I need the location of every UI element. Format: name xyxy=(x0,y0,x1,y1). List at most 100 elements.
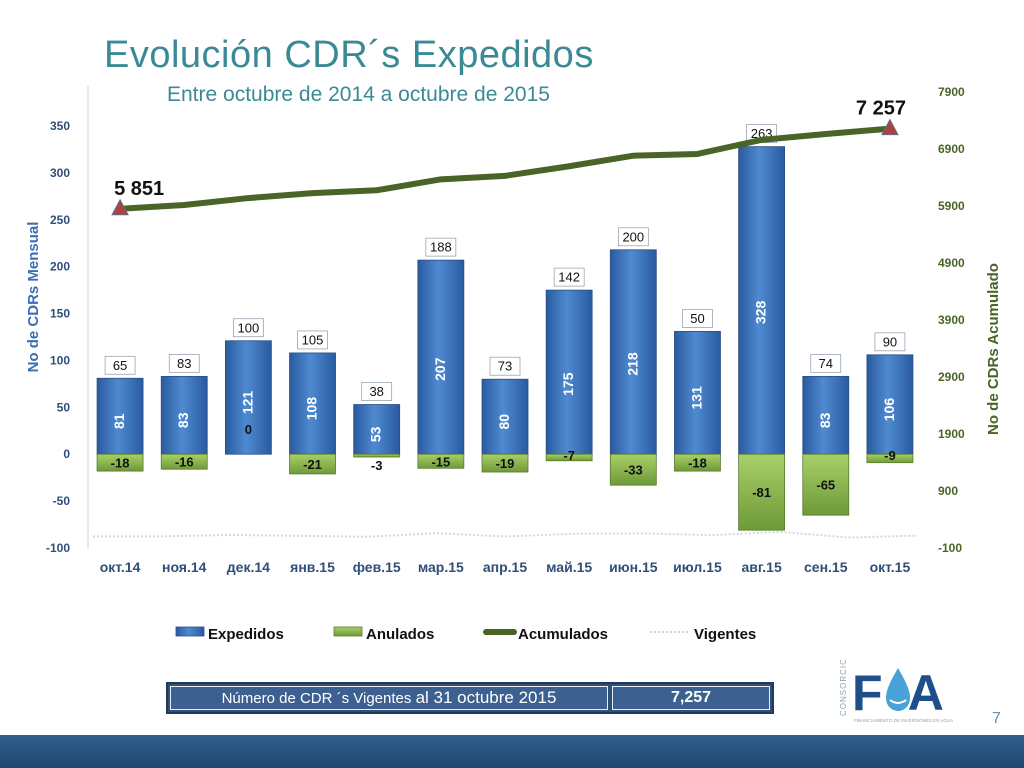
category-label: окт.14 xyxy=(100,559,141,575)
left-tick-label: 150 xyxy=(50,307,70,321)
vigentes-label-box xyxy=(553,267,585,287)
anulados-bar xyxy=(545,453,593,462)
vigentes-value-label: 105 xyxy=(302,332,324,347)
left-axis-title: No de CDRs Mensual xyxy=(25,222,42,373)
vigentes-value-label: 65 xyxy=(113,358,127,373)
anulados-bar xyxy=(289,453,336,475)
consorcio-fia-logo: CONSORCIO FA FINANCIAMIENTO DE INVERSION… xyxy=(839,660,953,723)
category-label: окт.15 xyxy=(870,559,911,575)
vigentes-label-box xyxy=(874,332,906,352)
legend-swatch-expedidos xyxy=(175,626,205,637)
left-tick-label: 250 xyxy=(50,213,70,227)
left-tick-label: 200 xyxy=(50,260,70,274)
expedidos-value-label: 175 xyxy=(560,372,576,396)
acumulados-end-callout: 7 257 xyxy=(856,98,906,120)
vigentes-label-box xyxy=(297,330,328,350)
vigentes-line xyxy=(92,530,918,539)
expedidos-value-label: 108 xyxy=(304,397,320,421)
vigentes-label-box xyxy=(617,227,649,247)
anulados-value-label: -7 xyxy=(563,448,575,463)
vigentes-label-box xyxy=(104,355,136,375)
vigentes-label-box xyxy=(233,318,264,338)
right-tick-label: 4900 xyxy=(938,256,965,270)
vigentes-value-label: 74 xyxy=(819,356,833,371)
expedidos-bar xyxy=(96,377,144,455)
expedidos-value-label: 131 xyxy=(688,386,704,410)
anulados-value-label: -9 xyxy=(884,448,896,463)
anulados-value-label: -81 xyxy=(752,485,771,500)
banner-label-part2: al 31 octubre 2015 xyxy=(415,688,557,707)
wave-icon xyxy=(889,699,907,704)
left-tick-label: -100 xyxy=(46,541,70,555)
expedidos-bar xyxy=(609,249,657,455)
legend-label-acumulados: Acumulados xyxy=(518,626,608,643)
expedidos-bar xyxy=(224,340,272,455)
right-tick-label: 1900 xyxy=(938,427,965,441)
acumulados-line xyxy=(117,125,893,212)
anulados-value-label: 0 xyxy=(245,422,252,437)
left-tick-label: 350 xyxy=(50,119,70,133)
expedidos-value-label: 106 xyxy=(881,398,897,422)
anulados-bar xyxy=(417,453,465,469)
banner-label-part1: Número de CDR ´s Vigentes xyxy=(221,690,412,707)
anulados-value-label: -33 xyxy=(624,463,643,478)
expedidos-value-label: 83 xyxy=(175,412,191,428)
expedidos-bar xyxy=(160,375,208,455)
category-label: ноя.14 xyxy=(162,559,207,575)
expedidos-value-label: 81 xyxy=(111,413,127,429)
logo-tagline: FINANCIAMIENTO DE INVERSIONES EN AGUA xyxy=(854,718,953,723)
banner-value: 7,257 xyxy=(612,686,770,710)
vigentes-value-label: 142 xyxy=(558,270,580,285)
anulados-value-label: -16 xyxy=(175,455,194,470)
expedidos-bar xyxy=(866,354,914,455)
legend-swatch-anulados xyxy=(333,626,363,637)
anulados-value-label: -19 xyxy=(496,456,515,471)
category-label: мар.15 xyxy=(418,559,464,575)
acumulados-marker-icon xyxy=(111,198,129,216)
anulados-value-label: -18 xyxy=(688,456,707,471)
expedidos-value-label: 83 xyxy=(817,412,833,428)
expedidos-value-label: 207 xyxy=(432,357,448,381)
logo-vertical-text: CONSORCIO xyxy=(839,660,848,716)
expedidos-bar xyxy=(738,146,786,455)
left-tick-label: 50 xyxy=(57,400,71,414)
vigentes-value-label: 38 xyxy=(369,384,383,399)
category-label: янв.15 xyxy=(290,559,335,575)
category-label: дек.14 xyxy=(227,559,270,575)
expedidos-value-label: 121 xyxy=(239,391,255,415)
vigentes-value-label: 188 xyxy=(430,240,452,255)
category-label: авг.15 xyxy=(741,559,781,575)
category-label: сен.15 xyxy=(804,559,848,575)
banner-label: Número de CDR ´s Vigentes al 31 octubre … xyxy=(170,686,608,710)
category-label: фев.15 xyxy=(353,559,401,575)
vigentes-value-label: 73 xyxy=(498,359,512,374)
right-tick-label: -100 xyxy=(938,541,962,555)
anulados-bar xyxy=(481,453,529,473)
anulados-value-label: -21 xyxy=(303,457,322,472)
footer-bar xyxy=(0,735,1024,768)
anulados-value-label: -15 xyxy=(431,454,450,469)
anulados-bar xyxy=(96,453,144,472)
acumulados-marker-icon xyxy=(881,118,899,136)
anulados-bar xyxy=(674,453,721,472)
expedidos-bar xyxy=(802,375,850,455)
vigentes-label-box xyxy=(168,354,200,373)
expedidos-value-label: 53 xyxy=(368,426,384,442)
legend-label-anulados: Anulados xyxy=(366,626,434,643)
category-label: апр.15 xyxy=(483,559,527,575)
category-label: июл.15 xyxy=(673,559,722,575)
category-label: май.15 xyxy=(546,559,592,575)
anulados-value-label: -65 xyxy=(816,478,835,493)
page-subtitle: Entre octubre de 2014 a octubre de 2015 xyxy=(167,83,550,106)
anulados-bar xyxy=(609,453,657,486)
anulados-value-label: -18 xyxy=(111,456,130,471)
category-label: июн.15 xyxy=(609,559,658,575)
legend-label-expedidos: Expedidos xyxy=(208,626,284,643)
vigentes-value-label: 90 xyxy=(883,334,897,349)
anulados-value-label: -3 xyxy=(371,458,383,473)
vigentes-value-label: 50 xyxy=(690,311,704,326)
expedidos-bar xyxy=(417,259,465,455)
combo-chart: -100-50050100150200250300350-10090019002… xyxy=(25,85,1002,643)
legend-label-vigentes: Vigentes xyxy=(694,626,756,643)
right-tick-label: 2900 xyxy=(938,370,965,384)
